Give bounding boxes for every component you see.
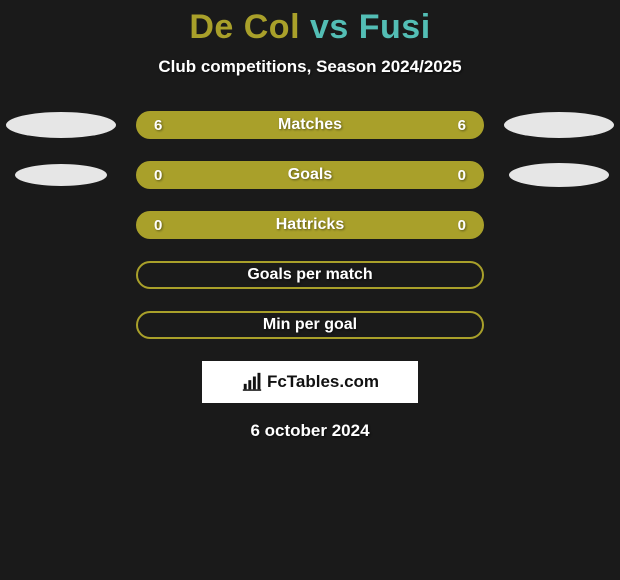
left-ellipse-slot [6, 262, 116, 288]
player-ellipse-right [509, 163, 609, 187]
player-ellipse-left [6, 112, 116, 138]
stat-row: Min per goal [0, 311, 620, 339]
stat-label: Hattricks [138, 216, 482, 234]
stat-row: 0Hattricks0 [0, 211, 620, 239]
stat-bar: Goals per match [136, 261, 484, 289]
stat-bar: Min per goal [136, 311, 484, 339]
comparison-card: De Col vs Fusi Club competitions, Season… [0, 0, 620, 441]
right-ellipse-slot [504, 112, 614, 138]
subtitle: Club competitions, Season 2024/2025 [0, 57, 620, 77]
brand-badge[interactable]: FcTables.com [202, 361, 418, 403]
right-ellipse-slot [504, 262, 614, 288]
page-title: De Col vs Fusi [0, 8, 620, 47]
left-ellipse-slot [6, 212, 116, 238]
stat-row: 0Goals0 [0, 161, 620, 189]
left-ellipse-slot [6, 312, 116, 338]
title-player1: De Col [189, 8, 300, 46]
stat-bar: 0Goals0 [136, 161, 484, 189]
left-ellipse-slot [6, 162, 116, 188]
title-vs: vs [300, 8, 359, 46]
footer-date: 6 october 2024 [0, 421, 620, 441]
player-ellipse-left [15, 164, 107, 186]
left-ellipse-slot [6, 112, 116, 138]
stat-label: Goals per match [138, 266, 482, 284]
stat-row: 6Matches6 [0, 111, 620, 139]
stat-bar: 6Matches6 [136, 111, 484, 139]
stat-label: Min per goal [138, 316, 482, 334]
right-ellipse-slot [504, 162, 614, 188]
stat-row: Goals per match [0, 261, 620, 289]
bar-chart-icon [241, 371, 263, 393]
brand-text: FcTables.com [267, 372, 379, 392]
stat-bar: 0Hattricks0 [136, 211, 484, 239]
stat-label: Matches [138, 116, 482, 134]
stat-rows: 6Matches6 0Goals0 0Hattricks0 Goals per mat… [0, 111, 620, 339]
right-ellipse-slot [504, 312, 614, 338]
title-player2: Fusi [359, 8, 431, 46]
stat-label: Goals [138, 166, 482, 184]
player-ellipse-right [504, 112, 614, 138]
right-ellipse-slot [504, 212, 614, 238]
